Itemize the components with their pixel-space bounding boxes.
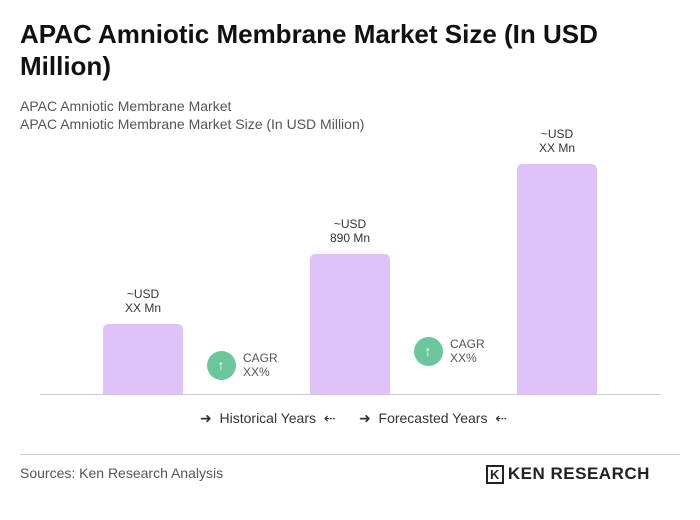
baseline <box>40 394 660 395</box>
legend-item: ➜ Forecasted Years ⇠ <box>359 410 507 426</box>
legend-label: Historical Years <box>219 410 317 426</box>
bar <box>310 253 390 394</box>
annotation: CAGR XX% <box>450 337 485 365</box>
value-label: ~USD 890 Mn <box>329 216 371 245</box>
cagr-icon: ↑ <box>413 336 443 366</box>
subtitle: APAC Amniotic Membrane Market <box>20 98 232 114</box>
bar <box>517 164 597 394</box>
logo-text: KEN RESEARCH <box>507 464 650 483</box>
divider <box>20 454 680 455</box>
chart-title: APAC Amniotic Membrane Market Size (In U… <box>20 19 598 81</box>
subtitle: APAC Amniotic Membrane Market Size (In U… <box>20 116 365 132</box>
source: Sources: Ken Research Analysis <box>20 465 224 481</box>
annotation: CAGR XX% <box>243 351 278 379</box>
logo-icon: K <box>486 465 504 484</box>
legend-item: ➜ Historical Years ⇠ <box>200 410 336 426</box>
value-label: ~USD XX Mn <box>538 127 575 156</box>
logo: K KEN RESEARCH <box>486 464 650 484</box>
legend-label: Forecasted Years <box>378 410 488 426</box>
cagr-icon: ↑ <box>206 350 236 380</box>
value-label: ~USD XX Mn <box>124 286 161 315</box>
bar <box>103 323 183 394</box>
